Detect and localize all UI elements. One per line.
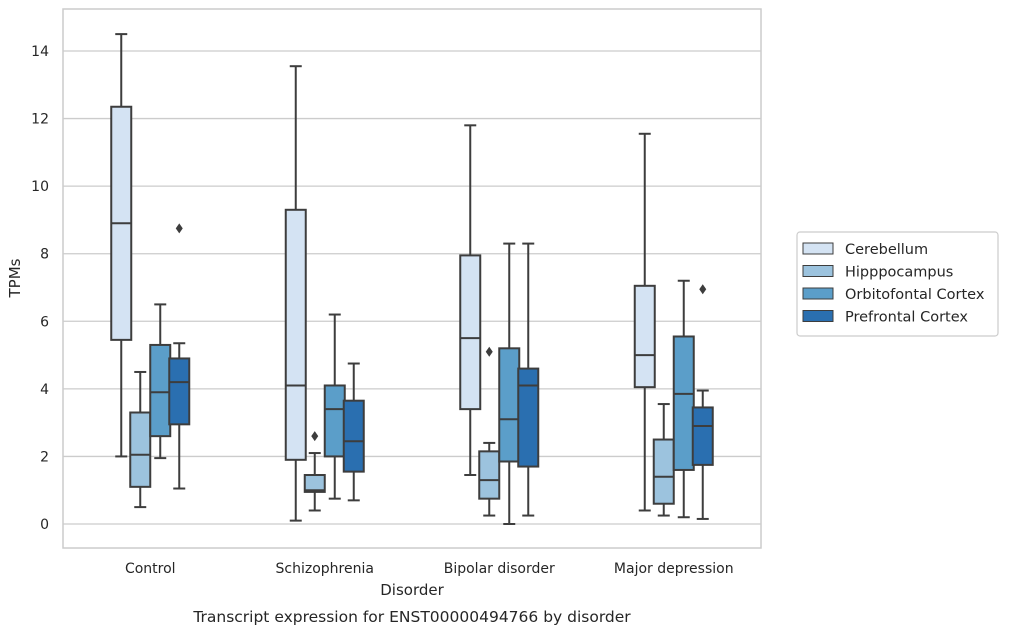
y-axis: 0 2 4 6 8 10 12 14 xyxy=(31,44,49,533)
box-group xyxy=(691,284,714,520)
legend-swatch xyxy=(802,242,834,255)
box xyxy=(303,474,326,493)
box-group xyxy=(517,242,540,517)
x-tick-label: Bipolar disorder xyxy=(444,561,555,577)
legend-label: Hipppocampus xyxy=(845,265,953,281)
y-tick-label: 12 xyxy=(31,112,49,128)
box xyxy=(284,208,307,461)
box xyxy=(478,450,501,500)
box xyxy=(129,411,152,488)
y-tick-label: 10 xyxy=(31,179,49,195)
box xyxy=(691,406,714,466)
legend-swatch xyxy=(802,310,834,322)
x-tick-label: Major depression xyxy=(614,561,734,577)
x-tick-label: Schizophrenia xyxy=(276,561,374,577)
y-tick-label: 14 xyxy=(31,44,49,60)
box-group xyxy=(633,132,656,512)
y-tick-label: 2 xyxy=(40,449,49,465)
chart-caption: Transcript expression for ENST0000049476… xyxy=(192,608,631,626)
box xyxy=(672,335,695,471)
legend-label: Orbitofontal Cortex xyxy=(845,287,985,303)
box-group xyxy=(303,431,326,512)
box xyxy=(633,284,656,389)
box-group xyxy=(652,403,675,517)
box xyxy=(652,438,675,505)
box xyxy=(168,357,191,426)
box-group xyxy=(129,370,152,509)
box-group xyxy=(323,313,346,500)
legend-label: Cerebellum xyxy=(845,242,928,258)
y-tick-label: 6 xyxy=(40,314,49,330)
box-group xyxy=(168,223,191,490)
box-group xyxy=(284,65,307,522)
box-group xyxy=(478,346,501,517)
box xyxy=(459,254,482,411)
y-tick-label: 8 xyxy=(40,247,49,263)
outlier-point xyxy=(699,284,707,295)
legend-swatch xyxy=(802,287,834,300)
x-axis-label: Disorder xyxy=(380,581,444,599)
outlier-point xyxy=(175,223,183,234)
box xyxy=(149,343,172,438)
box xyxy=(517,367,540,468)
y-tick-label: 4 xyxy=(40,382,49,398)
legend-frame xyxy=(796,231,999,337)
outlier-point xyxy=(485,346,493,357)
box xyxy=(323,384,346,458)
box-group xyxy=(342,362,365,502)
x-tick-label: Control xyxy=(125,561,176,577)
box-plots xyxy=(110,33,714,525)
box-group xyxy=(459,124,482,477)
box-group xyxy=(498,242,521,525)
y-tick-label: 0 xyxy=(40,517,49,533)
box-group xyxy=(110,33,133,458)
y-axis-label: TPMs xyxy=(6,258,24,298)
box xyxy=(342,399,365,473)
box-group xyxy=(672,279,695,519)
legend-swatch xyxy=(802,265,834,277)
box xyxy=(498,347,521,463)
legend: Cerebellum Hipppocampus Orbitofontal Corte… xyxy=(796,231,999,337)
legend-label: Prefrontal Cortex xyxy=(845,310,968,326)
outlier-point xyxy=(311,431,319,442)
x-axis: Control Schizophrenia Bipolar disorder Majo… xyxy=(125,561,734,577)
